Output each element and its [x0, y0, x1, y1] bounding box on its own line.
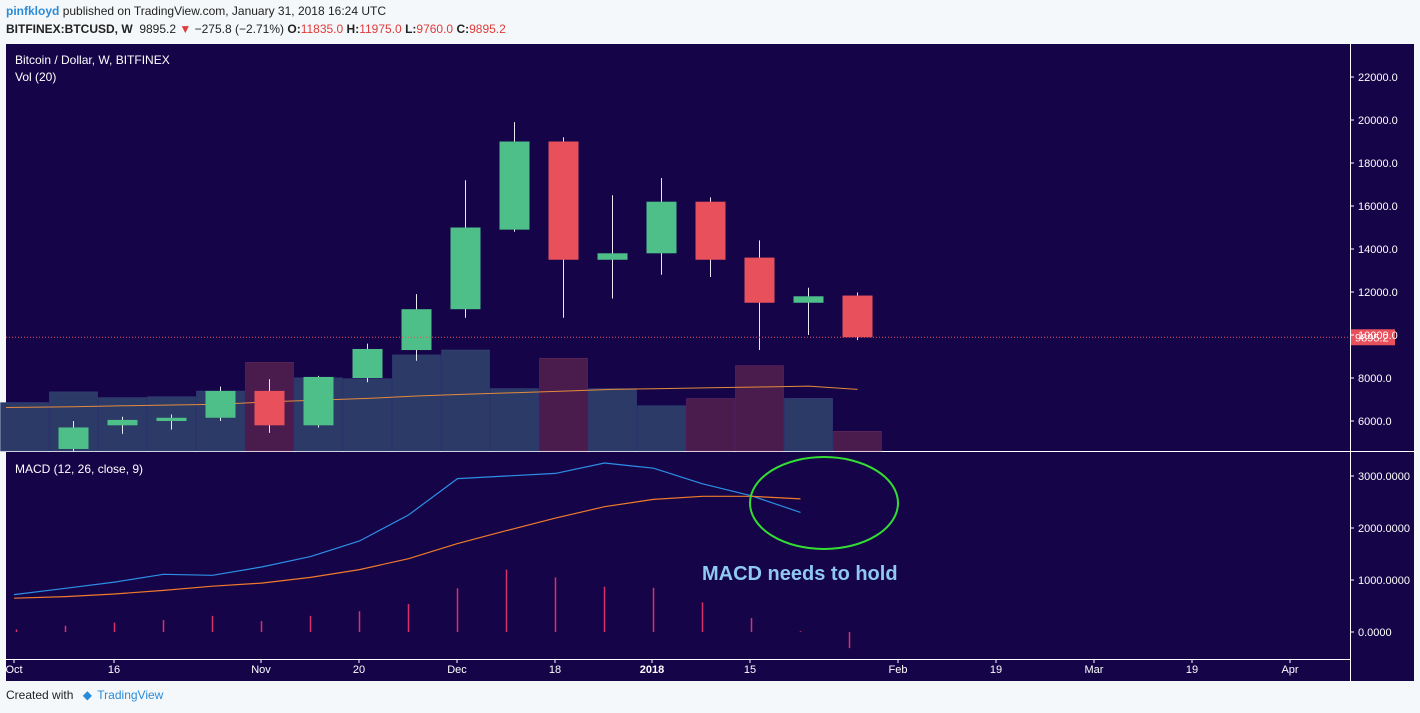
candle-body	[450, 227, 481, 310]
author-link[interactable]: pinfkloyd	[6, 4, 60, 18]
time-tick-label: 19	[990, 664, 1002, 676]
price-axis-bg	[1350, 44, 1414, 681]
publish-info: pinfkloyd published on TradingView.com, …	[6, 4, 386, 18]
time-tick-label: 20	[353, 664, 365, 676]
published-text: published on TradingView.com, January 31…	[62, 4, 387, 18]
annotation-text: MACD needs to hold	[702, 563, 898, 585]
candle-body	[646, 201, 677, 254]
last-price: 9895.2	[139, 22, 177, 36]
signal-line	[13, 495, 801, 599]
change-value: −275.8 (−2.71%)	[194, 22, 285, 36]
macd-tick-label: 2000.0000	[1358, 523, 1410, 535]
time-tick-label: 19	[1186, 664, 1198, 676]
close-value: 9895.2	[469, 22, 506, 36]
created-with-text: Created with	[6, 688, 74, 702]
symbol-info: BITFINEX:BTCUSD, W 9895.2 ▼ −275.8 (−2.7…	[6, 22, 506, 36]
price-tick-label: 22000.0	[1358, 72, 1398, 84]
high-label: H:	[346, 22, 360, 36]
last-price-label-bg	[1351, 329, 1395, 346]
candle-body	[597, 253, 628, 260]
tradingview-link[interactable]: TradingView	[97, 688, 164, 702]
macd-line	[13, 462, 801, 596]
candle-body	[695, 201, 726, 260]
candle-body	[793, 296, 824, 303]
volume-bar	[343, 378, 392, 452]
chart-area[interactable]: 9895.2 6000.0 8000.0 10000.0 12000.0 14000.0 1…	[0, 42, 1420, 682]
volume-bar	[392, 354, 441, 452]
time-tick-label: Mar	[1085, 664, 1104, 676]
price-tick-label: 16000.0	[1358, 201, 1398, 213]
macd-tick-label: 0.0000	[1358, 627, 1392, 639]
macd-pane-bg	[6, 452, 1350, 659]
price-tick-label: 20000.0	[1358, 115, 1398, 127]
candle-body	[499, 141, 530, 230]
volume-bar	[441, 349, 490, 452]
price-tick-label: 18000.0	[1358, 158, 1398, 170]
tradingview-logo-icon[interactable]: ◆	[82, 688, 92, 702]
time-axis-bg	[6, 659, 1350, 681]
symbol: BITFINEX:BTCUSD, W	[6, 22, 133, 36]
price-pane-title: Bitcoin / Dollar, W, BITFINEX	[15, 53, 170, 67]
candle-body	[401, 309, 432, 351]
high-value: 11975.0	[359, 22, 402, 36]
candle-body	[254, 390, 285, 426]
candle-body	[205, 390, 236, 418]
volume-bar	[539, 357, 588, 452]
time-tick-label: 15	[744, 664, 756, 676]
volume-bar	[0, 402, 49, 452]
price-tick-label: 8000.0	[1358, 373, 1392, 385]
time-tick-label: 2018	[640, 664, 664, 676]
down-arrow-icon: ▼	[179, 22, 192, 36]
close-label: C:	[456, 22, 470, 36]
price-tick-label: 14000.0	[1358, 244, 1398, 256]
time-tick-label: 18	[549, 664, 561, 676]
candle-body	[156, 417, 187, 421]
candle-body	[303, 376, 334, 426]
macd-tick-label: 1000.0000	[1358, 575, 1410, 587]
price-tick-label: 10000.0	[1358, 330, 1398, 342]
candle-body	[107, 419, 138, 426]
volume-bar	[784, 398, 833, 452]
time-tick-label: 16	[108, 664, 120, 676]
price-tick-label: 12000.0	[1358, 287, 1398, 299]
macd-pane-title: MACD (12, 26, close, 9)	[15, 462, 143, 476]
candle-body	[352, 348, 383, 378]
volume-bar	[490, 388, 539, 452]
time-tick-label: Dec	[447, 664, 467, 676]
volume-bar	[588, 388, 637, 452]
low-label: L:	[405, 22, 417, 36]
candle-body	[58, 427, 89, 449]
volume-bar	[637, 405, 686, 452]
low-value: 9760.0	[416, 22, 454, 36]
volume-ma-line	[5, 385, 858, 408]
volume-bar	[686, 398, 735, 452]
open-value: 11835.0	[300, 22, 344, 36]
macd-tick-label: 3000.0000	[1358, 471, 1410, 483]
time-tick-label: Apr	[1281, 664, 1298, 676]
volume-bar	[833, 431, 882, 452]
open-label: O:	[287, 22, 301, 36]
price-tick-label: 6000.0	[1358, 416, 1392, 428]
price-pane-bg	[6, 44, 1350, 451]
candle-body	[744, 257, 775, 303]
last-price-label: 9895.2	[1355, 332, 1389, 344]
volume-label: Vol (20)	[15, 70, 56, 84]
time-tick-label: Nov	[251, 664, 271, 676]
footer: Created with ◆ TradingView	[6, 688, 163, 702]
time-tick-label: Oct	[5, 664, 22, 676]
candle-body	[842, 295, 873, 338]
highlight-circle	[749, 456, 899, 550]
time-tick-label: Feb	[889, 664, 908, 676]
candle-body	[548, 141, 579, 260]
volume-bar	[735, 365, 784, 452]
